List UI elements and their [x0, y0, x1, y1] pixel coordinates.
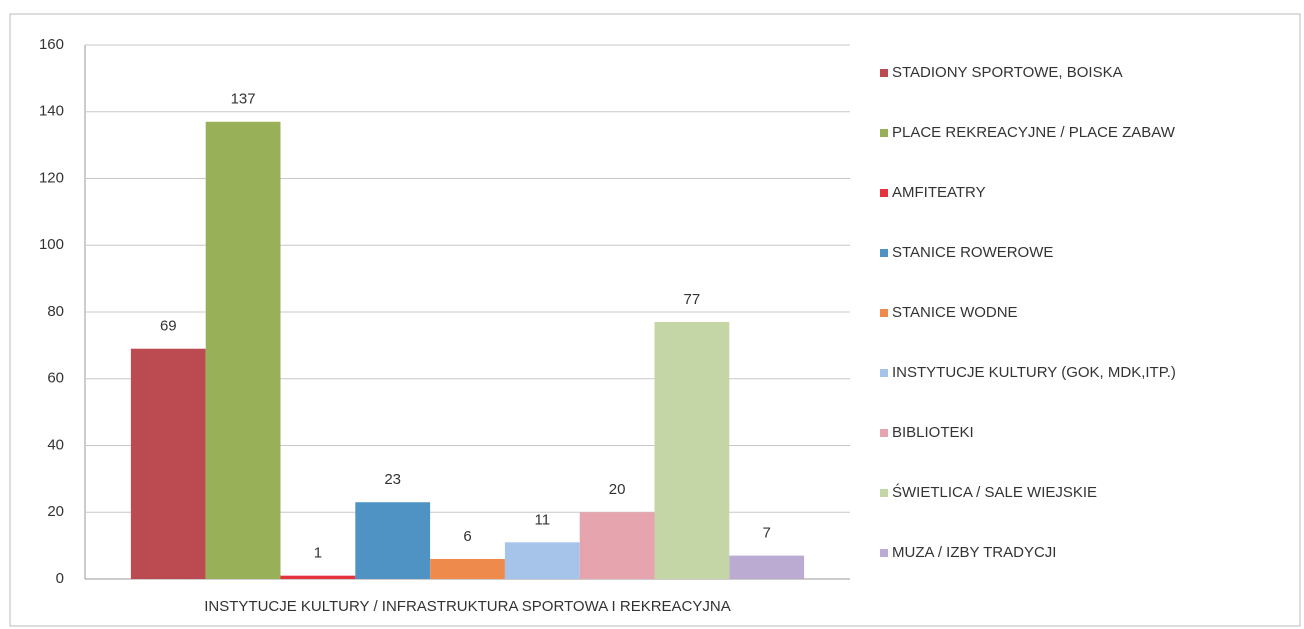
value-label: 23 [384, 471, 401, 488]
bar [579, 512, 655, 579]
value-label: 77 [684, 291, 701, 308]
x-tick-label: INSTYTUCJE KULTURY / INFRASTRUKTURA SPOR… [204, 598, 730, 615]
value-label: 11 [535, 511, 551, 528]
legend-label: BIBLIOTEKI [892, 424, 974, 441]
bar [654, 322, 730, 579]
bar [280, 575, 356, 579]
bar [430, 558, 505, 579]
legend-swatch [880, 369, 888, 377]
y-tick-label: 160 [39, 36, 64, 53]
value-label: 1 [314, 545, 322, 562]
bar [355, 502, 431, 579]
value-label: 137 [231, 91, 256, 108]
y-tick-label: 40 [47, 436, 64, 453]
value-label: 7 [763, 525, 771, 542]
legend-label: ŚWIETLICA / SALE WIEJSKIE [892, 483, 1097, 501]
legend-label: MUZA / IZBY TRADYCJI [892, 544, 1056, 561]
bar [130, 348, 206, 579]
y-tick-label: 140 [39, 103, 64, 120]
value-label: 69 [160, 318, 177, 335]
y-tick-label: 80 [47, 303, 64, 320]
legend-label: STANICE ROWEROWE [892, 244, 1053, 261]
legend-swatch [880, 69, 888, 77]
legend-label: STANICE WODNE [892, 304, 1018, 321]
legend-label: AMFITEATRY [892, 184, 986, 201]
legend-swatch [880, 309, 888, 317]
value-label: 6 [463, 528, 471, 545]
y-tick-label: 60 [47, 370, 64, 387]
legend-swatch [880, 129, 888, 137]
legend-swatch [880, 429, 888, 437]
legend-swatch [880, 189, 888, 197]
y-tick-label: 120 [39, 169, 64, 186]
value-label: 20 [609, 481, 626, 498]
y-tick-label: 20 [47, 503, 64, 520]
bar [729, 555, 805, 579]
legend-label: PLACE REKREACYJNE / PLACE ZABAW [892, 124, 1176, 141]
y-tick-label: 100 [39, 236, 64, 253]
legend-swatch [880, 549, 888, 557]
bar [504, 542, 580, 579]
bar [205, 121, 281, 579]
legend-swatch [880, 249, 888, 257]
legend-swatch [880, 489, 888, 497]
legend-label: STADIONY SPORTOWE, BOISKA [892, 64, 1123, 81]
y-tick-label: 0 [56, 570, 64, 587]
legend-label: INSTYTUCJE KULTURY (GOK, MDK,ITP.) [892, 364, 1176, 381]
